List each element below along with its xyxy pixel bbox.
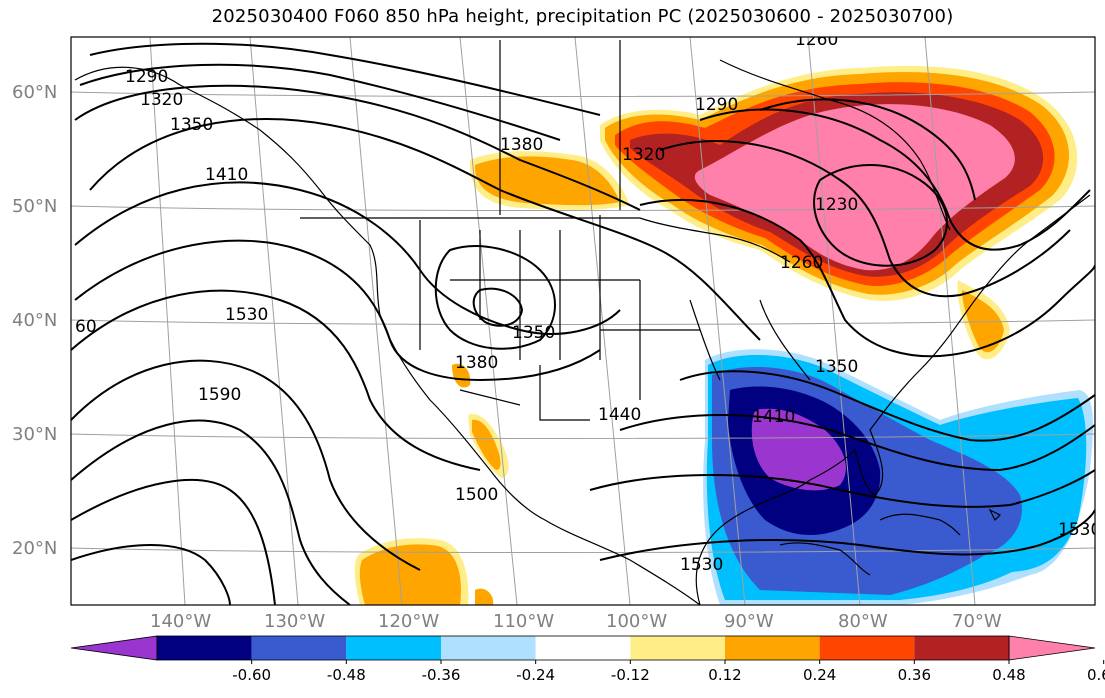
contour-label: 1590 xyxy=(198,385,241,405)
colorbar-tick-label: 0.24 xyxy=(803,666,836,684)
colorbar-segment xyxy=(630,636,725,660)
contour-label: 1410 xyxy=(205,165,248,185)
contour-label: 1530 xyxy=(680,555,723,575)
height-contours xyxy=(71,42,1095,605)
colorbar-tick-label: 0.12 xyxy=(708,666,741,684)
contour-label: 1380 xyxy=(500,135,543,155)
contour-label: 1350 xyxy=(170,115,213,135)
contour-label: 1260 xyxy=(795,30,838,50)
colorbar-segment xyxy=(346,636,441,660)
lon-label: 100°W xyxy=(606,611,667,632)
colorbar-tick-label: -0.36 xyxy=(422,666,461,684)
colorbar-segment xyxy=(157,636,252,660)
lon-label: 70°W xyxy=(952,611,1002,632)
lon-label: 110°W xyxy=(493,611,554,632)
lon-label: 90°W xyxy=(724,611,774,632)
lon-axis: 140°W 130°W 120°W 110°W 100°W 90°W 80°W … xyxy=(150,611,1002,632)
colorbar-tick-label: 0.48 xyxy=(992,666,1025,684)
coastlines xyxy=(74,40,1091,605)
lat-label: 30°N xyxy=(12,424,57,445)
contour-label: 1530 xyxy=(225,305,268,325)
lon-label: 130°W xyxy=(264,611,325,632)
colorbar-segment xyxy=(441,636,536,660)
contour-label: 1350 xyxy=(815,357,858,377)
precip-shading xyxy=(354,65,1093,605)
lat-axis: 60°N 50°N 40°N 30°N 20°N xyxy=(12,82,57,559)
colorbar-tick-label: 0.36 xyxy=(898,666,931,684)
colorbar-segment xyxy=(251,636,347,660)
lon-label: 140°W xyxy=(150,611,211,632)
colorbar-segment xyxy=(725,636,820,660)
colorbar-outline xyxy=(156,635,1010,661)
contour-label: 1530 xyxy=(1058,520,1101,540)
contour-label: 1410 xyxy=(752,407,795,427)
colorbar-extend-low xyxy=(70,635,158,661)
colorbar-tick-label: -0.48 xyxy=(327,666,366,684)
contour-label: 1320 xyxy=(622,145,665,165)
lat-label: 20°N xyxy=(12,538,57,559)
colorbar-tick-label: -0.12 xyxy=(611,666,650,684)
contour-labels: 1290 1320 1350 1410 1380 1350 1380 1440 … xyxy=(75,30,1101,575)
contour-label: 1500 xyxy=(455,485,498,505)
colorbar: -0.60 -0.48 -0.36 -0.24 -0.12 0.12 0.24 0.36 0.4… xyxy=(70,635,1105,684)
lat-label: 50°N xyxy=(12,196,57,217)
contour-label: 1290 xyxy=(695,95,738,115)
colorbar-segment xyxy=(535,636,631,660)
lon-label: 120°W xyxy=(378,611,439,632)
colorbar-extend-high xyxy=(1008,635,1096,661)
contour-label: 60 xyxy=(75,317,97,337)
map-title: 2025030400 F060 850 hPa height, precipit… xyxy=(211,6,954,27)
lat-label: 40°N xyxy=(12,310,57,331)
colorbar-tick-label: 0.60 xyxy=(1087,666,1105,684)
contour-label: 1350 xyxy=(512,323,555,343)
colorbar-segment xyxy=(914,636,1009,660)
colorbar-segment xyxy=(819,636,915,660)
contour-label: 1440 xyxy=(598,405,641,425)
contour-label: 1230 xyxy=(815,195,858,215)
contour-label: 1260 xyxy=(780,253,823,273)
colorbar-tick-label: -0.60 xyxy=(232,666,271,684)
colorbar-tick-label: -0.24 xyxy=(516,666,555,684)
contour-label: 1380 xyxy=(455,353,498,373)
map-border xyxy=(70,36,1096,606)
contour-label: 1290 xyxy=(125,67,168,87)
lat-label: 60°N xyxy=(12,82,57,103)
contour-label: 1320 xyxy=(140,90,183,110)
lon-label: 80°W xyxy=(838,611,888,632)
